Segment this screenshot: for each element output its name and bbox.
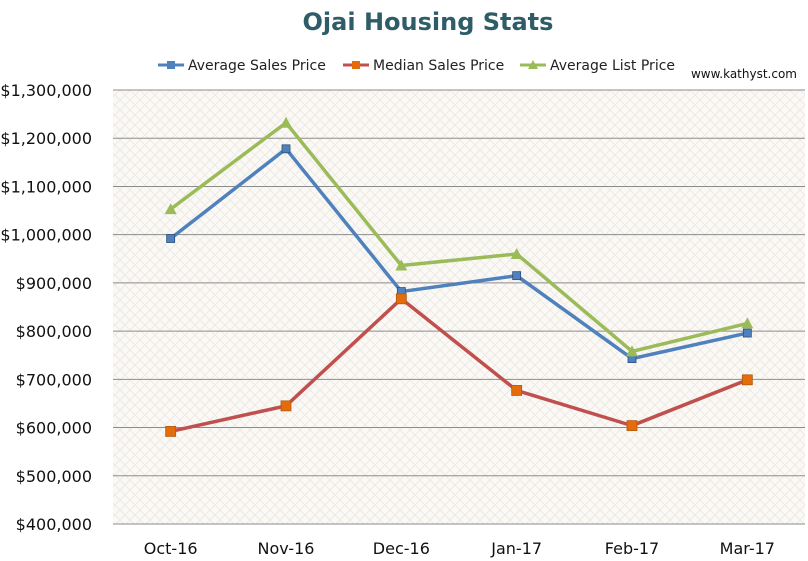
data-point: [395, 259, 408, 271]
data-point: [166, 234, 176, 243]
series-median-sales-price: [165, 293, 753, 437]
data-point: [511, 385, 523, 396]
data-point: [742, 328, 752, 338]
y-tick-label: $1,100,000: [0, 177, 92, 196]
data-point: [281, 144, 291, 154]
x-axis-ticks: Oct-16 Nov-16 Dec-16 Jan-17 Feb-17 Mar-17: [144, 539, 775, 558]
data-point: [395, 293, 407, 305]
y-tick-label: $500,000: [16, 467, 92, 486]
data-point: [510, 247, 523, 259]
legend-label: Average Sales Price: [188, 58, 326, 74]
x-tick-label: Mar-17: [720, 539, 775, 558]
legend-label: Average List Price: [550, 58, 675, 74]
y-tick-label: $1,200,000: [0, 129, 92, 148]
data-point: [741, 374, 753, 386]
y-tick-label: $700,000: [16, 370, 92, 389]
legend-marker: [352, 61, 360, 69]
y-axis-ticks: $400,000 $500,000 $600,000 $700,000 $800,000…: [0, 81, 92, 534]
legend-marker: [528, 60, 538, 69]
y-tick-label: $400,000: [16, 515, 92, 534]
data-point: [280, 116, 292, 128]
plot-area: [113, 90, 805, 524]
series-lines: [164, 116, 754, 437]
legend-label: Median Sales Price: [373, 58, 504, 74]
legend-item: Average Sales Price: [158, 58, 326, 74]
x-tick-label: Nov-16: [258, 539, 315, 558]
legend-item: Median Sales Price: [343, 58, 504, 74]
watermark-text: www.kathyst.com: [691, 67, 797, 81]
series-average-list-price: [164, 116, 754, 357]
data-point: [626, 420, 638, 432]
legend-item: Average List Price: [520, 58, 675, 74]
series-line: [168, 297, 750, 434]
data-point: [165, 426, 177, 437]
legend: Average Sales Price Median Sales Price Ave…: [158, 58, 675, 74]
x-tick-label: Jan-17: [490, 539, 542, 558]
y-tick-label: $1,000,000: [0, 226, 92, 245]
y-tick-label: $900,000: [16, 274, 92, 293]
data-point: [741, 317, 754, 329]
series-line: [168, 121, 750, 354]
data-point: [164, 203, 177, 215]
series-line: [168, 147, 750, 361]
series-average-sales-price: [166, 144, 752, 363]
data-point: [512, 271, 522, 281]
x-tick-label: Oct-16: [144, 539, 198, 558]
y-tick-label: $800,000: [16, 322, 92, 341]
data-point: [626, 345, 638, 357]
y-tick-label: $1,300,000: [0, 81, 92, 100]
y-tick-label: $600,000: [16, 419, 92, 438]
chart-title: Ojai Housing Stats: [303, 8, 554, 36]
legend-marker: [167, 61, 175, 69]
x-tick-label: Feb-17: [605, 539, 659, 558]
x-tick-label: Dec-16: [373, 539, 430, 558]
data-point: [280, 400, 292, 412]
